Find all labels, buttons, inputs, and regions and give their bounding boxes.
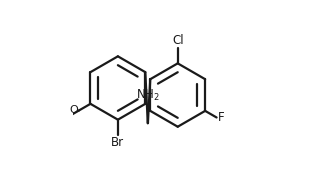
Text: Br: Br (111, 136, 124, 149)
Text: NH$_2$: NH$_2$ (136, 88, 160, 103)
Text: Cl: Cl (172, 34, 184, 47)
Text: F: F (218, 111, 225, 124)
Text: O: O (69, 105, 78, 115)
